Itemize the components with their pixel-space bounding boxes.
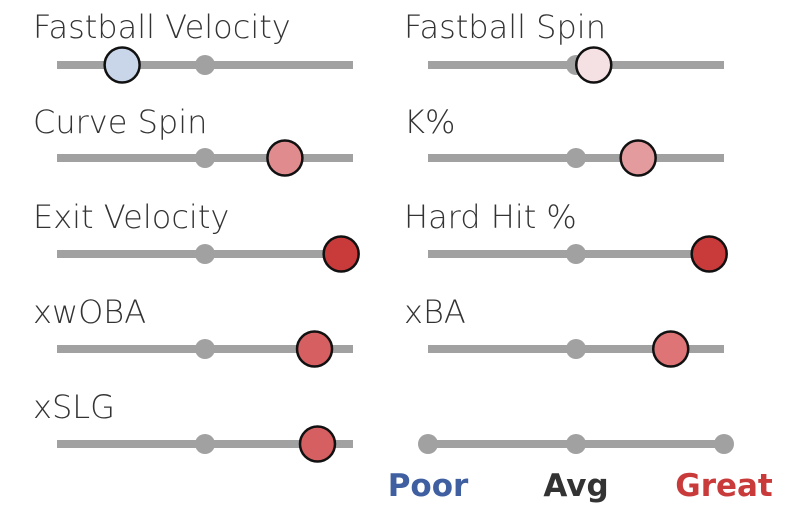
metric-marker-fastball-spin [575, 46, 613, 84]
metric-label-xslg: xSLG [33, 388, 115, 426]
metric-hard-hit-pct: Hard Hit % [404, 198, 728, 273]
metric-xslg: xSLG [33, 388, 353, 463]
metric-avg-dot-xwoba [195, 339, 215, 359]
metric-avg-dot-xba [566, 339, 586, 359]
metric-exit-velocity: Exit Velocity [33, 198, 360, 273]
metric-fastball-spin: Fastball Spin [404, 8, 724, 84]
metrics-layer: Fastball Velocity Fastball Spin Curve Spin… [33, 8, 728, 463]
legend-label-avg: Avg [543, 468, 608, 504]
metric-label-fastball-spin: Fastball Spin [404, 8, 606, 46]
metric-kpct: K% [404, 103, 724, 177]
metric-avg-dot-hard-hit-pct [566, 244, 586, 264]
metric-fastball-velocity: Fastball Velocity [33, 8, 353, 84]
metric-avg-dot-fastball-velocity [195, 55, 215, 75]
legend: Poor Avg Great [388, 434, 773, 504]
legend-dot-avg [566, 434, 586, 454]
metric-xba: xBA [404, 293, 724, 368]
metric-avg-dot-kpct [566, 148, 586, 168]
legend-dot-great [714, 434, 734, 454]
metric-avg-dot-xslg [195, 434, 215, 454]
metric-xwoba: xwOBA [33, 293, 353, 368]
metric-label-fastball-velocity: Fastball Velocity [33, 8, 291, 46]
metric-marker-xwoba [295, 330, 334, 368]
metric-label-xba: xBA [404, 293, 466, 331]
metric-avg-dot-curve-spin [195, 148, 215, 168]
metric-marker-kpct [619, 139, 657, 177]
metric-marker-xslg [298, 425, 337, 463]
metric-marker-hard-hit-pct [690, 235, 728, 273]
legend-dot-poor [418, 434, 438, 454]
metric-label-xwoba: xwOBA [33, 293, 146, 331]
metric-label-hard-hit-pct: Hard Hit % [404, 198, 577, 236]
metric-marker-curve-spin [266, 139, 304, 177]
metric-marker-fastball-velocity [103, 46, 141, 84]
metric-avg-dot-exit-velocity [195, 244, 215, 264]
legend-label-great: Great [675, 468, 773, 504]
metric-label-curve-spin: Curve Spin [33, 103, 207, 141]
metric-label-kpct: K% [404, 103, 455, 141]
metric-marker-exit-velocity [322, 235, 360, 273]
legend-label-poor: Poor [388, 468, 469, 504]
metric-curve-spin: Curve Spin [33, 103, 353, 177]
metric-marker-xba [651, 330, 690, 368]
metric-label-exit-velocity: Exit Velocity [33, 198, 229, 236]
